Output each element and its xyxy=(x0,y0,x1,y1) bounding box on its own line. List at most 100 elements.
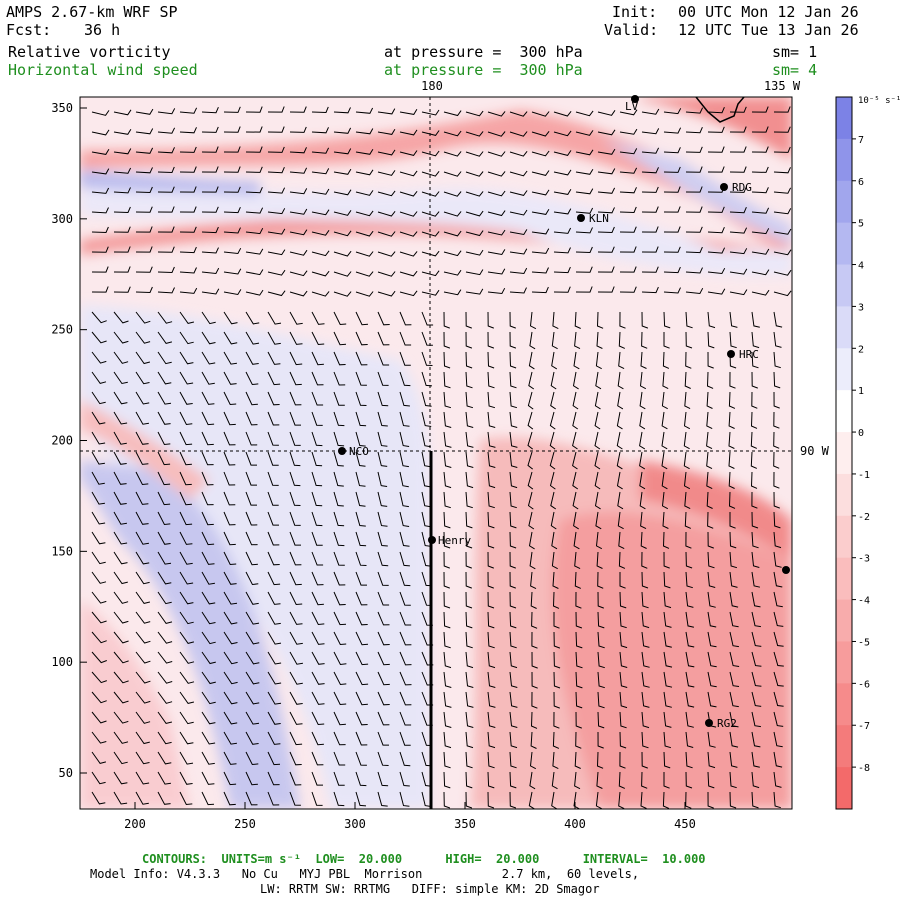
wind-barb xyxy=(663,651,673,668)
wind-barb xyxy=(421,331,433,346)
wind-barb xyxy=(179,731,194,745)
wind-barb xyxy=(135,108,154,115)
wind-barb xyxy=(594,451,601,470)
wind-barb xyxy=(311,311,325,325)
wind-barb xyxy=(201,791,215,806)
wind-barb xyxy=(663,671,673,688)
wind-barb xyxy=(223,531,236,546)
wind-barb xyxy=(616,411,623,430)
wind-barb xyxy=(707,551,715,569)
wind-barb xyxy=(333,591,346,606)
wind-barb xyxy=(113,109,132,116)
wind-barb xyxy=(683,411,691,430)
wind-barb xyxy=(574,751,581,769)
wind-barb xyxy=(528,791,535,809)
wind-barb xyxy=(377,190,396,197)
wind-barb xyxy=(661,391,668,410)
wind-barb xyxy=(355,771,367,787)
wind-barb xyxy=(179,791,193,806)
wind-barb xyxy=(179,206,197,213)
wind-barb xyxy=(267,671,282,685)
wind-barb xyxy=(575,168,594,175)
wind-barb xyxy=(267,551,280,566)
wind-barb xyxy=(223,247,242,255)
wind-barb xyxy=(641,206,659,213)
wind-barb xyxy=(311,209,330,216)
wind-barb xyxy=(157,791,171,805)
wind-barb xyxy=(179,391,193,405)
wind-barb xyxy=(91,168,110,175)
init-value: 00 UTC Mon 12 Jan 26 xyxy=(678,3,859,21)
wind-barb xyxy=(179,146,197,153)
wind-barb xyxy=(575,651,583,669)
wind-barb xyxy=(91,691,107,704)
wind-barb xyxy=(487,311,494,329)
wind-barb xyxy=(663,611,672,628)
wind-barb xyxy=(443,731,452,749)
wind-barb xyxy=(443,211,462,217)
station-kln: KLN xyxy=(577,212,609,225)
wind-barb xyxy=(663,571,671,589)
wind-barb xyxy=(91,551,106,565)
wind-barb xyxy=(355,691,368,706)
wind-barb xyxy=(289,391,302,406)
wind-barb xyxy=(333,411,345,427)
wind-barb xyxy=(575,691,583,709)
wind-barb xyxy=(201,247,219,254)
wind-barb xyxy=(707,247,726,254)
wind-barb xyxy=(201,391,215,405)
wind-barb xyxy=(289,771,302,786)
wind-barb xyxy=(289,126,307,133)
x-axis: 200 250 300 350 400 450 xyxy=(124,802,696,831)
wind-barb xyxy=(773,249,792,256)
wind-barb xyxy=(245,731,259,745)
wind-barb xyxy=(157,751,172,765)
wind-barb xyxy=(377,271,396,277)
wind-barb xyxy=(333,127,352,134)
wind-barb xyxy=(553,110,572,117)
wind-barb xyxy=(377,551,389,567)
wind-barb xyxy=(113,451,127,465)
wind-barb xyxy=(509,248,528,255)
station-hrc-label: HRC xyxy=(739,348,759,361)
wind-barb xyxy=(333,351,346,366)
colorbar-cell xyxy=(836,97,852,140)
wind-barb xyxy=(575,130,594,136)
wind-barb xyxy=(201,411,215,426)
wind-barb xyxy=(729,591,739,608)
wind-barb xyxy=(443,691,452,708)
wind-barb xyxy=(289,531,301,546)
wind-barb xyxy=(487,491,495,509)
wind-barb xyxy=(685,571,693,589)
wind-barb xyxy=(135,286,153,294)
wind-barb xyxy=(685,267,703,274)
wind-barb xyxy=(377,311,390,326)
wind-barb xyxy=(267,106,285,113)
wind-barb xyxy=(487,431,496,448)
wind-barb xyxy=(575,110,594,117)
wind-barb xyxy=(683,451,690,470)
wind-barb xyxy=(751,269,770,276)
colorbar-cell xyxy=(836,222,852,266)
wind-barb xyxy=(157,431,171,446)
wind-barb xyxy=(465,110,484,117)
wind-barb xyxy=(267,351,281,365)
wind-barb xyxy=(201,631,216,645)
wind-barb xyxy=(91,226,109,234)
wind-barb xyxy=(223,166,241,173)
wind-barbs xyxy=(91,106,792,809)
station-rg2: RG2 xyxy=(705,717,737,730)
wind-barb xyxy=(333,551,345,566)
wind-barb xyxy=(661,411,668,430)
y-tick-label: 300 xyxy=(51,212,73,226)
wind-barb xyxy=(113,167,132,174)
wind-barb xyxy=(267,411,280,426)
wind-barb xyxy=(706,431,713,450)
wind-barb xyxy=(245,551,258,566)
wind-barb xyxy=(487,391,496,409)
wind-barb xyxy=(289,270,308,277)
wind-barb xyxy=(551,531,558,550)
wind-barb xyxy=(509,711,518,728)
wind-barb xyxy=(729,611,739,628)
wind-barb xyxy=(641,611,650,629)
